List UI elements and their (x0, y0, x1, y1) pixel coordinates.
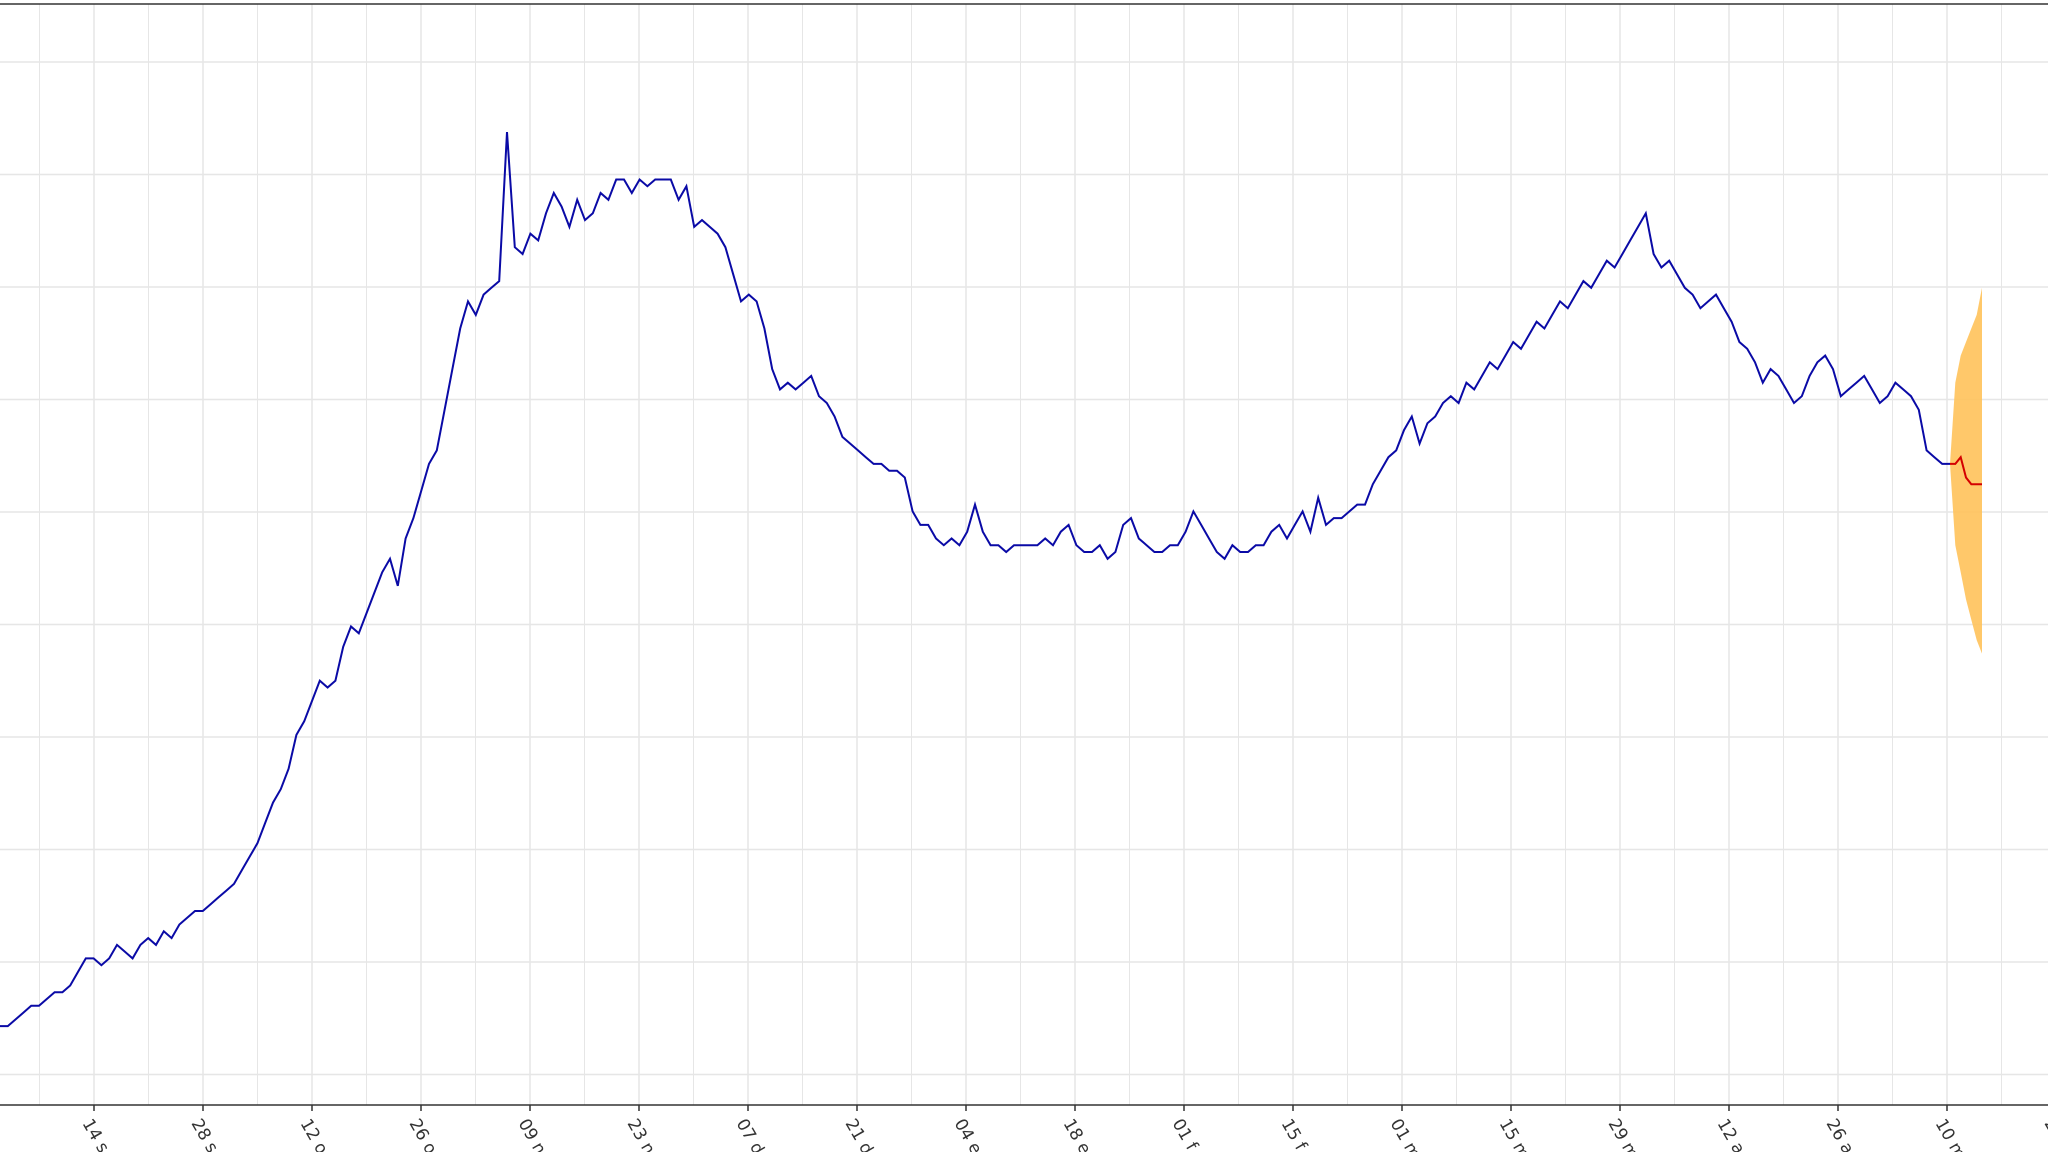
x-tick-label: 07 d (732, 1116, 768, 1153)
forecast-series-line (1950, 455, 1982, 486)
history-series-line (0, 132, 1950, 1028)
x-tick-label: 14 s (78, 1116, 113, 1153)
x-tick-label: 24 (2040, 1116, 2048, 1145)
x-tick-label: 04 e (950, 1116, 986, 1153)
x-tick-label: 29 m (1604, 1116, 1643, 1153)
x-tick-label: 15 f (1277, 1116, 1311, 1153)
axes (0, 3, 2048, 1106)
x-tick-label: 26 o (405, 1116, 441, 1153)
x-tick-label: 23 n (623, 1116, 659, 1153)
x-tick-labels: 14 s 28 s 12 o 26 o 09 n 23 n 07 d 21 d 04 e 18 e… (78, 1105, 2048, 1156)
x-tick-label: 10 m (1931, 1116, 1970, 1153)
x-tick-label: 28 s (187, 1116, 222, 1153)
x-tick-label: 12 a (1713, 1116, 1749, 1153)
x-tick-label: 01 m (1386, 1116, 1425, 1153)
x-tick-label: 12 o (296, 1116, 332, 1153)
forecast-band-layer (1950, 287, 1982, 654)
series-layer (0, 132, 1982, 1028)
x-tick-label: 01 f (1168, 1116, 1202, 1153)
forecast-interval-band (1950, 287, 1982, 654)
x-tick-label: 26 a (1822, 1116, 1858, 1153)
x-tick-label: 15 m (1495, 1116, 1534, 1153)
x-tick-label: 18 e (1059, 1116, 1095, 1153)
grid (0, 4, 2048, 1105)
x-tick-label: 21 d (841, 1116, 877, 1153)
x-tick-label: 09 n (514, 1116, 550, 1153)
